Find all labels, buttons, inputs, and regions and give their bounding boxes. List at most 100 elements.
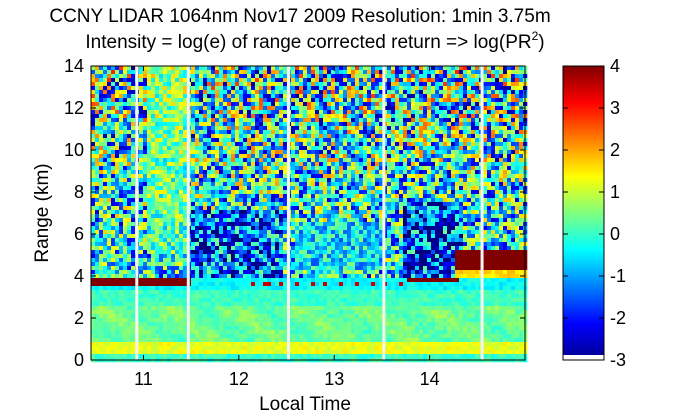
heatmap-cell — [275, 198, 280, 203]
heatmap-cell — [219, 102, 224, 107]
heatmap-cell — [327, 334, 332, 339]
heatmap-cell — [195, 102, 200, 107]
heatmap-cell — [299, 254, 304, 259]
heatmap-cell — [91, 242, 96, 247]
heatmap-cell — [295, 86, 300, 91]
heatmap-cell — [239, 114, 244, 119]
heatmap-cell — [159, 350, 164, 355]
heatmap-cell — [331, 82, 336, 87]
heatmap-cell — [319, 222, 324, 227]
heatmap-cell — [359, 178, 364, 183]
heatmap-cell — [231, 290, 236, 295]
heatmap-cell — [243, 218, 248, 223]
heatmap-cell — [191, 274, 196, 279]
heatmap-cell — [303, 154, 308, 159]
heatmap-cell — [171, 186, 176, 191]
heatmap-cell — [215, 302, 220, 307]
heatmap-cell — [155, 78, 160, 83]
heatmap-cell — [359, 130, 364, 135]
heatmap-cell — [207, 234, 212, 239]
heatmap-cell — [295, 134, 300, 139]
heatmap-cell — [251, 138, 256, 143]
heatmap-cell — [167, 318, 172, 323]
heatmap-cell — [223, 310, 228, 315]
heatmap-cell — [347, 270, 352, 275]
heatmap-cell — [179, 166, 184, 171]
heatmap-cell — [255, 66, 260, 71]
heatmap-cell — [223, 298, 228, 303]
heatmap-cell — [283, 258, 288, 263]
heatmap-cell — [203, 306, 208, 311]
heatmap-cell — [115, 166, 120, 171]
heatmap-cell — [171, 158, 176, 163]
heatmap-cell — [263, 250, 268, 255]
heatmap-cell — [155, 326, 160, 331]
heatmap-cell — [295, 286, 300, 291]
heatmap-cell — [339, 78, 344, 83]
heatmap-cell — [107, 254, 112, 259]
heatmap-cell — [319, 94, 324, 99]
heatmap-cell — [327, 314, 332, 319]
heatmap-cell — [203, 354, 208, 359]
heatmap-cell — [131, 338, 136, 343]
heatmap-cell — [215, 166, 220, 171]
heatmap-cell — [175, 82, 180, 87]
heatmap-cell — [215, 354, 220, 359]
heatmap-cell — [211, 194, 216, 199]
heatmap-cell — [251, 146, 256, 151]
heatmap-cell — [123, 146, 128, 151]
heatmap-cell — [203, 230, 208, 235]
heatmap-cell — [263, 330, 268, 335]
heatmap-cell — [315, 266, 320, 271]
heatmap-cell — [323, 278, 328, 283]
heatmap-cell — [343, 166, 348, 171]
heatmap-cell — [335, 282, 340, 287]
heatmap-cell — [155, 230, 160, 235]
heatmap-cell — [339, 266, 344, 271]
heatmap-cell — [335, 138, 340, 143]
heatmap-cell — [343, 86, 348, 91]
heatmap-cell — [111, 278, 116, 283]
heatmap-cell — [107, 274, 112, 279]
heatmap-cell — [271, 94, 276, 99]
heatmap-cell — [191, 118, 196, 123]
heatmap-cell — [215, 330, 220, 335]
heatmap-cell — [107, 134, 112, 139]
heatmap-cell — [219, 154, 224, 159]
heatmap-cell — [331, 182, 336, 187]
heatmap-cell — [347, 314, 352, 319]
heatmap-cell — [139, 182, 144, 187]
heatmap-cell — [319, 142, 324, 147]
heatmap-cell — [303, 326, 308, 331]
heatmap-cell — [179, 170, 184, 175]
heatmap-cell — [255, 194, 260, 199]
heatmap-cell — [159, 190, 164, 195]
heatmap-cell — [99, 74, 104, 79]
heatmap-cell — [243, 190, 248, 195]
heatmap-cell — [343, 130, 348, 135]
heatmap-cell — [343, 282, 348, 287]
heatmap-cell — [347, 350, 352, 355]
heatmap-cell — [111, 82, 116, 87]
heatmap-cell — [95, 314, 100, 319]
heatmap-cell — [239, 86, 244, 91]
heatmap-cell — [311, 318, 316, 323]
heatmap-cell — [195, 78, 200, 83]
heatmap-cell — [95, 246, 100, 251]
heatmap-cell — [243, 290, 248, 295]
heatmap-cell — [103, 306, 108, 311]
heatmap-cell — [275, 66, 280, 71]
heatmap-cell — [359, 110, 364, 115]
heatmap-cell — [163, 310, 168, 315]
heatmap-cell — [331, 86, 336, 91]
heatmap-cell — [107, 246, 112, 251]
heatmap-cell — [223, 306, 228, 311]
heatmap-cell — [299, 118, 304, 123]
heatmap-cell — [319, 318, 324, 323]
heatmap-cell — [111, 326, 116, 331]
heatmap-cell — [247, 286, 252, 291]
heatmap-cell — [171, 134, 176, 139]
heatmap-cell — [315, 286, 320, 291]
heatmap-cell — [339, 334, 344, 339]
heatmap-cell — [263, 146, 268, 151]
